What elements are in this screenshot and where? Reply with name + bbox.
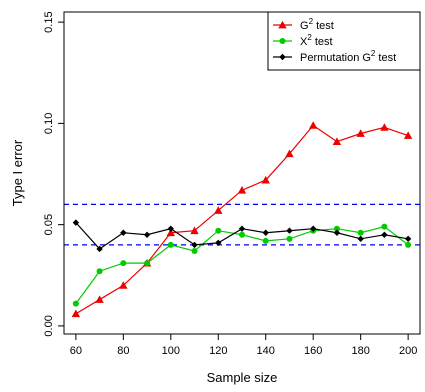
data-point-perm (167, 225, 174, 232)
data-point-perm (381, 231, 388, 238)
data-point-g2 (166, 228, 175, 237)
y-axis-title: Type I error (10, 139, 25, 206)
legend-label-g2: G2 test (300, 17, 334, 32)
data-point-g2 (261, 175, 270, 184)
series-g2 (71, 121, 413, 318)
x-tick-label: 60 (70, 345, 82, 357)
data-point-perm (310, 225, 317, 232)
legend-label-base: Permutation G (300, 52, 371, 64)
data-point-g2 (214, 206, 223, 214)
data-point-g2 (285, 149, 294, 158)
legend-label-sup: 2 (307, 33, 312, 42)
data-point-g2 (190, 226, 199, 235)
data-point-g2 (237, 186, 247, 194)
legend-label-rest: test (312, 36, 333, 48)
series-layer (71, 121, 413, 318)
data-point-perm (286, 227, 293, 234)
legend-box (267, 11, 421, 71)
data-point-x2 (215, 227, 222, 234)
data-point-perm (96, 245, 103, 253)
y-tick-label: 0.10 (43, 113, 55, 134)
data-point-g2 (119, 281, 128, 289)
y-tick-label: 0.15 (43, 11, 55, 32)
data-point-x2 (239, 231, 245, 238)
legend-label-x2: X2 test (300, 33, 333, 48)
x-axis-title: Sample size (207, 370, 278, 385)
data-point-x2 (333, 225, 340, 232)
data-point-g2 (95, 295, 104, 303)
data-point-g2 (71, 309, 81, 318)
legend-label-base: X (300, 36, 308, 48)
y-tick-label: 0.00 (43, 315, 55, 336)
legend-label-sup: 2 (309, 17, 314, 26)
legend-label-sup: 2 (371, 49, 376, 58)
data-point-x2 (191, 247, 198, 254)
legend-item-perm: Permutation G2 test (273, 49, 396, 64)
data-point-g2 (403, 131, 413, 139)
x-tick-label: 100 (162, 345, 180, 357)
data-point-perm (215, 239, 222, 247)
legend-label-base: G (300, 20, 309, 32)
legend-item-x2: X2 test (273, 33, 333, 48)
data-point-x2 (167, 241, 174, 248)
legend-label-rest: test (375, 52, 396, 64)
reference-lines (64, 203, 420, 246)
data-point-x2 (405, 241, 412, 248)
x-axis: 60 80 100 120 140 160 180 200 (70, 333, 417, 357)
data-point-perm (357, 235, 364, 243)
x-tick-label: 140 (257, 345, 275, 357)
data-point-g2 (380, 123, 389, 131)
data-point-perm (120, 229, 127, 236)
data-point-x2 (357, 229, 364, 236)
data-point-perm (143, 231, 151, 238)
data-point-x2 (120, 260, 127, 267)
x-tick-label: 120 (209, 345, 227, 357)
legend-swatch-marker (279, 53, 286, 61)
data-point-x2 (286, 235, 293, 242)
legend-swatch-marker (279, 38, 286, 44)
data-point-x2 (96, 268, 103, 275)
data-point-g2 (356, 129, 365, 137)
legend-label-rest: test (313, 20, 334, 32)
series-perm (72, 219, 412, 253)
legend-label-perm: Permutation G2 test (300, 49, 396, 64)
data-point-perm (191, 241, 198, 249)
data-point-x2 (72, 300, 79, 307)
data-point-x2 (144, 260, 151, 267)
x-tick-label: 160 (304, 345, 322, 357)
data-point-perm (333, 229, 341, 236)
data-point-perm (262, 229, 269, 236)
x-tick-label: 80 (117, 345, 129, 357)
data-point-perm (72, 219, 80, 226)
data-point-perm (404, 235, 412, 243)
data-point-g2 (309, 121, 318, 129)
data-point-x2 (381, 223, 388, 230)
series-x2 (72, 223, 412, 307)
data-point-g2 (332, 137, 342, 145)
legend-swatch-marker (278, 20, 287, 29)
legend-item-g2: G2 test (273, 17, 334, 32)
data-point-x2 (262, 237, 269, 244)
data-point-perm (238, 225, 246, 232)
x-tick-label: 200 (399, 345, 417, 357)
x-tick-label: 180 (351, 345, 369, 357)
y-tick-label: 0.05 (43, 214, 55, 235)
y-axis: 0.00 0.05 0.10 0.15 (43, 11, 64, 337)
